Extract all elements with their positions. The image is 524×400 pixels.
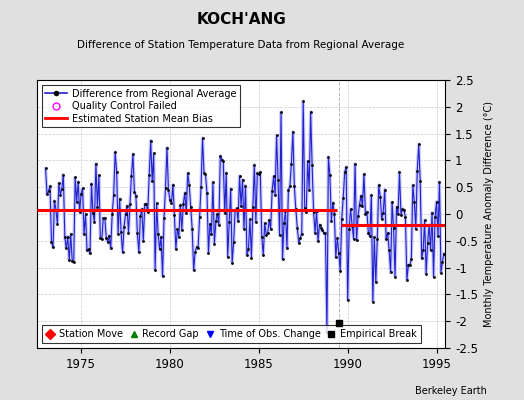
Text: Berkeley Earth: Berkeley Earth bbox=[416, 386, 487, 396]
Legend: Station Move, Record Gap, Time of Obs. Change, Empirical Break: Station Move, Record Gap, Time of Obs. C… bbox=[41, 325, 421, 343]
Text: Difference of Station Temperature Data from Regional Average: Difference of Station Temperature Data f… bbox=[78, 40, 405, 50]
Text: KOCH'ANG: KOCH'ANG bbox=[196, 12, 286, 27]
Y-axis label: Monthly Temperature Anomaly Difference (°C): Monthly Temperature Anomaly Difference (… bbox=[484, 101, 494, 327]
